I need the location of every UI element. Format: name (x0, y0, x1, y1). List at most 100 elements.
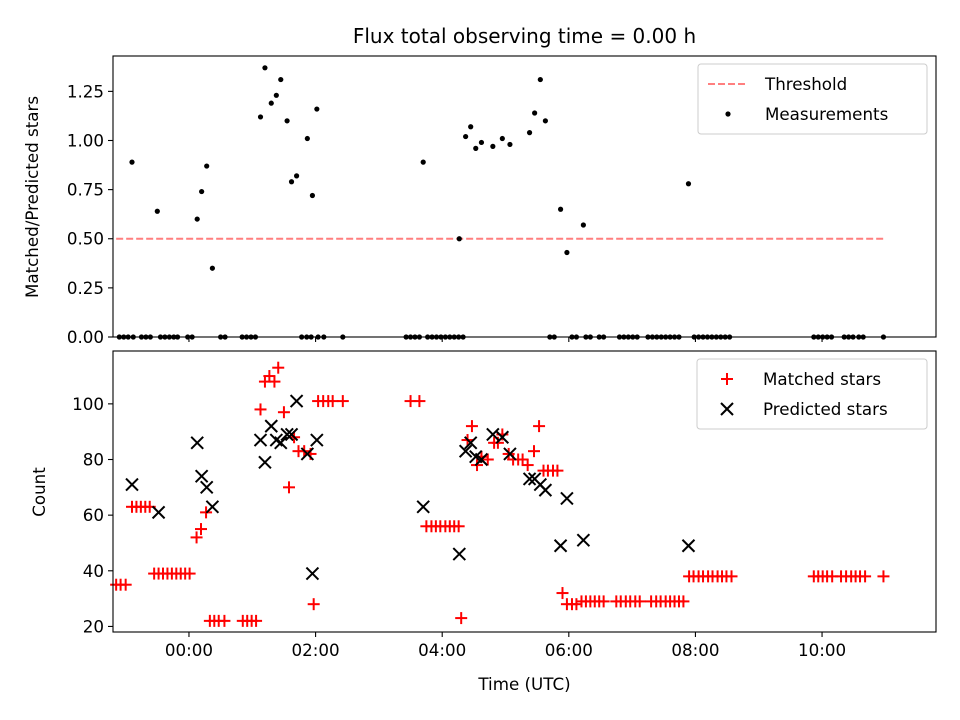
predicted-star-point (190, 436, 204, 450)
matched-star-point (307, 598, 320, 611)
predicted-star-point-b (538, 483, 553, 497)
matched-star-point (413, 395, 426, 408)
predicted-star-point (576, 533, 591, 547)
bottom-y-tick-label: 60 (83, 505, 104, 525)
predicted-star-point (538, 483, 553, 497)
predicted-star-point-b (681, 539, 696, 553)
matched-star-point (677, 595, 690, 608)
matched-star-point (597, 595, 610, 608)
matched-star-point (633, 595, 646, 608)
predicted-star-point (553, 539, 568, 553)
measurement-point (288, 179, 295, 185)
predicted-star-point-b (310, 433, 324, 447)
measurement-point (526, 130, 533, 136)
predicted-star-point-b (199, 480, 214, 495)
predicted-star-point-b (151, 505, 166, 520)
measurement-point (478, 139, 485, 146)
matched-star-point (218, 614, 231, 627)
matched-star-point (272, 361, 285, 374)
measurement-point (420, 159, 426, 165)
predicted-star-point (458, 444, 473, 458)
predicted-star-point (416, 500, 430, 514)
predicted-star-point (452, 547, 467, 561)
measurement-point (199, 188, 205, 195)
matched-star-point (263, 370, 276, 383)
measurement-point (129, 159, 135, 165)
predicted-star-point-b (258, 455, 272, 469)
predicted-star-point-b (458, 444, 473, 458)
predicted-star-point (274, 436, 288, 450)
matched-star-point (250, 614, 263, 627)
matched-star-point (570, 598, 583, 611)
predicted-star-point-b (576, 533, 591, 547)
matched-star-point (556, 587, 569, 600)
bottom-legend: Matched stars Predicted stars (696, 358, 928, 430)
matched-star-point (859, 570, 872, 583)
predicted-star-point-b (469, 450, 483, 464)
predicted-star-point (495, 430, 510, 444)
measurement-point (262, 65, 268, 71)
measurement-point (499, 135, 505, 142)
predicted-star-point (284, 427, 299, 442)
matched-star-point (725, 570, 738, 583)
matched-star-point (516, 453, 529, 466)
top-legend: Threshold Measurements (697, 63, 928, 135)
measurement-point (564, 249, 570, 256)
legend-measurements-label: Measurements (765, 104, 888, 124)
predicted-star-point-b (205, 500, 220, 514)
predicted-star-point (681, 539, 696, 553)
matched-star-point (455, 612, 468, 625)
predicted-star-point-b (125, 477, 139, 492)
matched-star-point (268, 375, 281, 388)
measurement-point (309, 192, 316, 199)
legend-measurements-swatch (725, 111, 731, 117)
predicted-star-point (253, 433, 268, 447)
predicted-star-point-b (553, 539, 568, 553)
legend-threshold-label: Threshold (764, 74, 847, 94)
top-y-tick-label: 1.00 (67, 130, 104, 150)
measurement-point (685, 181, 692, 187)
predicted-star-point-b (503, 447, 517, 461)
predicted-star-point (289, 394, 304, 408)
matched-star-point (119, 578, 132, 591)
predicted-star-point-b (194, 469, 209, 483)
legend-predicted-label: Predicted stars (763, 399, 888, 419)
measurement-point (532, 110, 538, 116)
predicted-star-point (463, 436, 478, 450)
measurement-point (580, 222, 586, 228)
bottom-y-tick-label: 80 (83, 450, 104, 470)
measurement-point (537, 76, 543, 83)
predicted-star-point-b (269, 433, 284, 447)
predicted-star-point-b (289, 394, 304, 408)
predicted-star-point (522, 472, 537, 486)
measurement-point (490, 143, 496, 149)
measurement-point (209, 265, 215, 271)
measurement-point (314, 106, 320, 112)
matched-star-point (190, 531, 203, 544)
bottom-x-tick-label: 02:00 (292, 640, 340, 660)
measurement-point (542, 118, 548, 124)
measurement-point (278, 76, 284, 83)
bottom-legend-box (696, 358, 928, 430)
top-y-tick-label: 0.50 (67, 229, 104, 249)
measurement-point (507, 141, 513, 148)
predicted-star-point-b (274, 436, 288, 450)
matched-star-point (551, 464, 564, 477)
predicted-star-point-b (486, 427, 500, 442)
chart-title: Flux total observing time = 0.00 h (353, 24, 696, 48)
predicted-star-point-b (284, 427, 299, 442)
matched-star-point (527, 445, 540, 458)
predicted-star-point (199, 480, 214, 495)
predicted-star-point-b (416, 500, 430, 514)
predicted-star-point (125, 477, 139, 492)
bottom-panel: 00:00 02:00 04:00 06:00 08:00 10:00 20 40 60 80 10… (29, 350, 937, 694)
predicted-star-point (305, 566, 320, 581)
measurement-point (468, 124, 474, 130)
top-y-tick-label: 1.25 (67, 81, 104, 101)
top-panel: 0.00 0.25 0.50 0.75 1.00 1.25 Matched/Predict… (22, 55, 937, 347)
top-y-axis-label: Matched/Predicted stars (22, 96, 42, 298)
measurement-point (194, 216, 200, 222)
predicted-star-point (503, 447, 517, 461)
measurement-point (204, 163, 210, 169)
top-legend-box (697, 63, 928, 135)
